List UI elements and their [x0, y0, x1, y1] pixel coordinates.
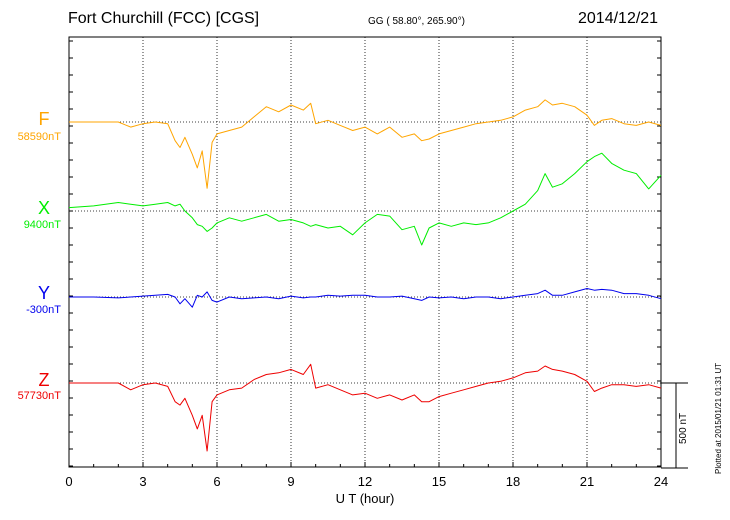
x-tick-label: 6: [213, 474, 220, 489]
x-tick-label: 0: [65, 474, 72, 489]
x-tick-label: 3: [139, 474, 146, 489]
x-tick-label: 12: [358, 474, 372, 489]
series-label-x: X: [38, 198, 50, 218]
x-tick-label: 18: [506, 474, 520, 489]
series-baseline-z: 57730nT: [18, 390, 62, 402]
x-tick-label: 24: [654, 474, 668, 489]
x-tick-label: 21: [580, 474, 594, 489]
series-label-f: F: [39, 109, 50, 129]
plot-frame: [68, 36, 662, 468]
x-tick-label: 9: [287, 474, 294, 489]
page-title: Fort Churchill (FCC) [CGS]: [68, 10, 260, 27]
series-label-z: Z: [39, 370, 50, 390]
series-line-y: [69, 288, 662, 308]
series-baseline-y: -300nT: [26, 304, 61, 316]
station-coordinates: GG ( 58.80°, 265.90°): [368, 16, 465, 27]
series-baseline-x: 9400nT: [24, 219, 62, 231]
series-baseline-f: 58590nT: [18, 131, 62, 143]
x-axis-label: U T (hour): [336, 491, 395, 506]
series-line-z: [69, 363, 662, 452]
series-line-f: [69, 99, 662, 189]
series-label-y: Y: [38, 283, 50, 303]
chart-date: 2014/12/21: [578, 10, 659, 27]
series-line-x: [68, 152, 662, 246]
x-tick-label: 15: [432, 474, 446, 489]
